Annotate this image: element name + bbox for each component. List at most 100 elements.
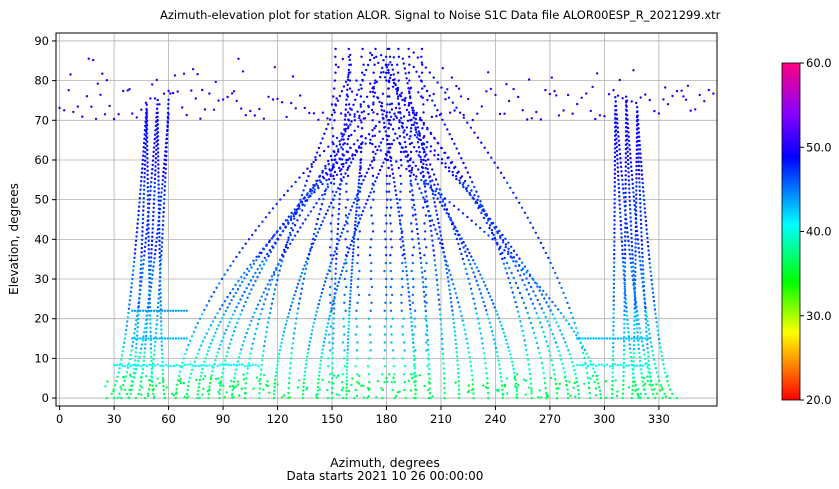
data-point bbox=[410, 171, 413, 174]
data-point bbox=[321, 378, 324, 381]
data-point bbox=[145, 330, 148, 334]
data-point bbox=[499, 171, 503, 174]
data-point bbox=[292, 297, 295, 300]
data-point bbox=[412, 373, 416, 376]
data-point bbox=[541, 366, 544, 370]
data-point bbox=[583, 348, 586, 352]
data-point bbox=[630, 165, 633, 168]
data-point bbox=[137, 214, 140, 217]
data-point bbox=[507, 99, 511, 103]
data-point bbox=[571, 112, 574, 115]
data-point bbox=[332, 312, 336, 315]
data-point bbox=[383, 365, 386, 368]
data-point bbox=[628, 347, 632, 350]
data-point bbox=[142, 363, 146, 367]
data-point bbox=[401, 261, 404, 265]
data-point bbox=[337, 222, 340, 226]
data-point bbox=[329, 285, 332, 289]
data-point bbox=[350, 161, 353, 164]
data-point bbox=[604, 380, 608, 383]
data-point bbox=[346, 75, 350, 79]
data-point bbox=[153, 364, 157, 367]
data-point bbox=[267, 254, 270, 258]
data-point bbox=[271, 297, 275, 301]
data-point bbox=[515, 253, 518, 256]
data-point bbox=[484, 367, 488, 370]
data-point bbox=[404, 145, 407, 149]
y-tick-label: 0 bbox=[42, 391, 49, 405]
data-point bbox=[623, 327, 626, 330]
data-point bbox=[467, 346, 470, 350]
data-point bbox=[413, 121, 416, 124]
data-point bbox=[448, 288, 451, 291]
data-point bbox=[612, 265, 616, 269]
data-point bbox=[264, 287, 267, 290]
data-point bbox=[559, 329, 562, 332]
data-point bbox=[145, 111, 148, 115]
data-point bbox=[94, 117, 98, 121]
data-point bbox=[502, 262, 506, 265]
data-point bbox=[429, 150, 432, 153]
data-point bbox=[356, 261, 359, 265]
data-point bbox=[427, 209, 430, 213]
data-point bbox=[343, 118, 347, 121]
data-point bbox=[125, 371, 129, 374]
data-point bbox=[638, 189, 641, 192]
data-point bbox=[455, 229, 458, 232]
data-point bbox=[638, 255, 641, 258]
data-point bbox=[465, 337, 468, 340]
data-point bbox=[241, 309, 244, 312]
data-point bbox=[127, 396, 131, 399]
data-point bbox=[287, 381, 291, 385]
data-point bbox=[224, 359, 227, 362]
data-point bbox=[364, 137, 367, 140]
data-point bbox=[658, 379, 661, 383]
data-point bbox=[136, 309, 139, 312]
data-point bbox=[354, 98, 357, 102]
data-point bbox=[284, 245, 288, 249]
data-point bbox=[424, 190, 427, 193]
data-point bbox=[301, 203, 304, 206]
data-point bbox=[345, 182, 348, 185]
data-point bbox=[379, 104, 383, 108]
data-point bbox=[367, 112, 370, 116]
data-point bbox=[619, 228, 623, 231]
data-point bbox=[418, 150, 421, 154]
data-point bbox=[456, 359, 459, 362]
data-point bbox=[296, 219, 299, 222]
data-point bbox=[429, 145, 433, 148]
data-point bbox=[258, 392, 261, 395]
data-point bbox=[154, 157, 158, 160]
data-point bbox=[592, 337, 595, 340]
data-point bbox=[163, 180, 167, 184]
data-point bbox=[325, 127, 328, 131]
data-point bbox=[416, 126, 420, 129]
data-point bbox=[152, 392, 155, 396]
data-point bbox=[414, 126, 417, 129]
data-point bbox=[457, 388, 461, 391]
data-point bbox=[332, 142, 335, 146]
data-point bbox=[268, 311, 272, 315]
data-point bbox=[620, 174, 624, 177]
data-point bbox=[451, 221, 454, 224]
data-point bbox=[303, 272, 307, 275]
data-point bbox=[356, 357, 359, 360]
data-point bbox=[186, 388, 189, 392]
data-point bbox=[146, 198, 150, 201]
data-point bbox=[230, 338, 233, 341]
data-point bbox=[444, 263, 448, 266]
data-point bbox=[301, 282, 304, 285]
data-point bbox=[471, 196, 474, 200]
data-point bbox=[440, 332, 443, 336]
data-point bbox=[217, 390, 220, 394]
data-point bbox=[479, 226, 482, 230]
data-point bbox=[367, 195, 371, 198]
data-point bbox=[482, 216, 486, 220]
data-point bbox=[348, 58, 351, 62]
data-point bbox=[417, 168, 420, 171]
data-point bbox=[465, 189, 469, 193]
data-point bbox=[357, 214, 360, 217]
data-point bbox=[515, 196, 518, 199]
data-point bbox=[446, 264, 449, 268]
data-point bbox=[437, 221, 440, 225]
